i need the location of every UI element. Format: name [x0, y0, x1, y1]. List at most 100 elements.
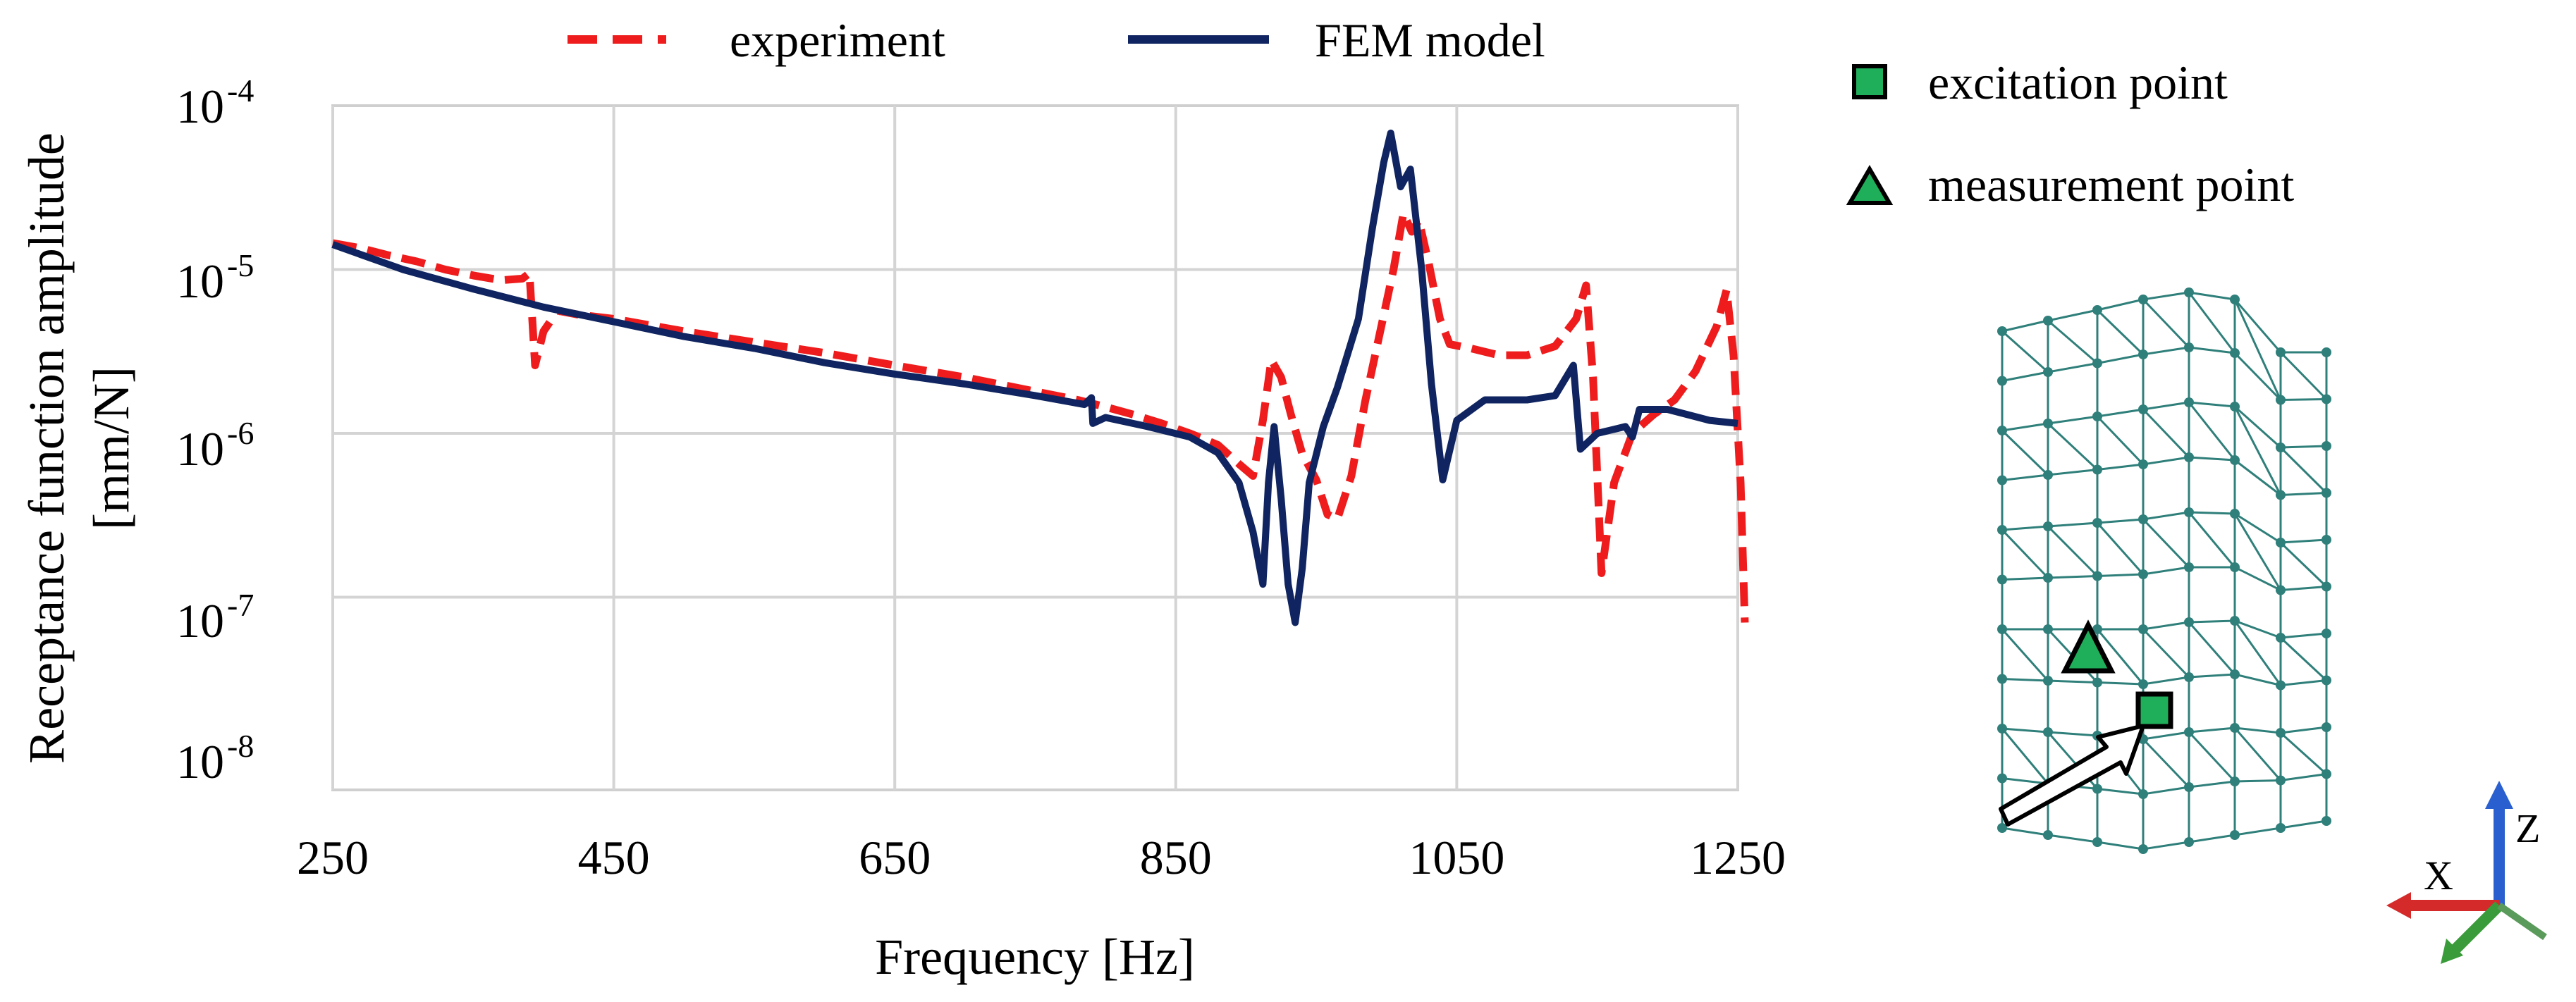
triad-z-label: Z [2515, 805, 2540, 851]
wireframe-node [2043, 830, 2053, 840]
wireframe-node [2184, 342, 2194, 352]
wireframe-node [1997, 674, 2007, 684]
wireframe-node [1997, 326, 2007, 336]
wireframe-node [2092, 518, 2102, 528]
wireframe-node [2230, 402, 2240, 412]
wireframe-node [2322, 769, 2331, 779]
wireframe-node [1997, 426, 2007, 435]
wireframe-node [2322, 816, 2331, 826]
wireframe-node [2230, 616, 2240, 626]
y-tick-labels: 10-410-510-610-710-8 [176, 73, 254, 788]
legend-experiment-label: experiment [730, 13, 945, 67]
x-tick-label-1: 450 [578, 831, 650, 884]
wireframe-node [2230, 509, 2240, 519]
wireframe-node [2230, 669, 2240, 679]
wireframe-node [2092, 358, 2102, 369]
wireframe-node [2230, 348, 2240, 358]
wireframe-node [1997, 475, 2007, 485]
x-tick-label-3: 850 [1140, 831, 1212, 884]
point-legend: excitation point measurement point [1846, 56, 2294, 211]
wireframe-node [2092, 464, 2102, 475]
wireframe-node [2043, 624, 2053, 634]
wireframe-node [2230, 562, 2240, 572]
wireframe-node [2138, 844, 2148, 854]
wireframe-node [2043, 573, 2053, 583]
wireframe-node [2043, 470, 2053, 480]
y-tick-exponent-3: -7 [227, 587, 254, 623]
wireframe-node [2184, 287, 2194, 297]
excitation-point-marker [1852, 64, 1887, 99]
y-axis-label-line-2: [mm/N] [83, 366, 140, 530]
y-tick-exponent-4: -8 [227, 728, 254, 764]
wireframe-node [2043, 419, 2053, 428]
chart-legend: experiment FEM model [568, 13, 1545, 67]
y-tick-label-3: 10 [176, 594, 224, 648]
wireframe-node [2276, 585, 2286, 595]
wireframe-node [2092, 412, 2102, 421]
wireframe-node [2092, 571, 2102, 581]
x-axis-label: Frequency [Hz] [875, 929, 1195, 985]
wireframe-node [2092, 305, 2102, 315]
wireframe-node [2230, 455, 2240, 465]
wireframe-node [2043, 521, 2053, 531]
wireframe-node [2276, 823, 2286, 833]
wireframe-node [2184, 397, 2194, 407]
wireframe-node [2138, 459, 2148, 469]
y-tick-exponent-1: -5 [227, 247, 254, 283]
wireframe-node [2138, 679, 2148, 689]
wireframe-node [2184, 617, 2194, 627]
model-measurement-marker [2061, 619, 2116, 674]
wireframe-node [2322, 488, 2331, 498]
wireframe-node [2092, 837, 2102, 847]
wireframe-node [1997, 376, 2007, 386]
y-tick-exponent-0: -4 [227, 73, 254, 109]
wireframe-node [2276, 680, 2286, 691]
plot-frame [331, 104, 1739, 791]
legend-fem-label: FEM model [1315, 13, 1545, 67]
wireframe-node [2276, 538, 2286, 548]
series-layer [331, 129, 1749, 626]
triad-x-label: X [2424, 853, 2453, 898]
wireframe-node [2092, 677, 2102, 688]
x-tick-label-4: 1050 [1409, 831, 1504, 884]
series-line-experiment [332, 209, 1749, 623]
wireframe-node [2230, 723, 2240, 733]
wireframe-node [2276, 728, 2286, 738]
gridlines [331, 106, 1739, 790]
series-line-fem-model [331, 129, 1738, 626]
triad-extra-axis [2497, 902, 2547, 941]
wireframe-node [2184, 837, 2194, 847]
y-axis-label-line-1: Receptance function amplitude [18, 132, 75, 764]
model-excitation-marker [2135, 691, 2173, 729]
wireframe-node [1997, 525, 2007, 535]
wireframe-node [2322, 629, 2331, 638]
x-tick-label-0: 250 [297, 831, 369, 884]
wireframe-node [2322, 535, 2331, 545]
wireframe-node [2184, 727, 2194, 737]
wireframe-node [2230, 830, 2240, 840]
wireframe-node [2322, 581, 2331, 592]
wireframe-node [2230, 777, 2240, 786]
triad-z-arrowhead [2485, 781, 2513, 809]
x-tick-label-2: 650 [859, 831, 931, 884]
wireframe-node [2138, 404, 2148, 414]
wireframe-node [2276, 443, 2286, 452]
wireframe-node [2184, 782, 2194, 792]
wireframe-node [2043, 316, 2053, 326]
wireframe-node [2092, 784, 2102, 794]
wireframe-node [2276, 347, 2286, 357]
wireframe-node [2043, 727, 2053, 737]
wireframe-node [1997, 724, 2007, 734]
wireframe-node [2322, 675, 2331, 686]
wireframe-node [2276, 775, 2286, 786]
wireframe-node [2138, 789, 2148, 799]
wireframe-node [2138, 295, 2148, 304]
y-tick-label-0: 10 [176, 80, 224, 133]
wireframe-node [2184, 452, 2194, 462]
wireframe-node [2092, 624, 2102, 634]
wireframe-node [2276, 490, 2286, 500]
measurement-point-label: measurement point [1928, 158, 2294, 211]
wireframe-node [1997, 574, 2007, 585]
wireframe-node [2043, 676, 2053, 686]
